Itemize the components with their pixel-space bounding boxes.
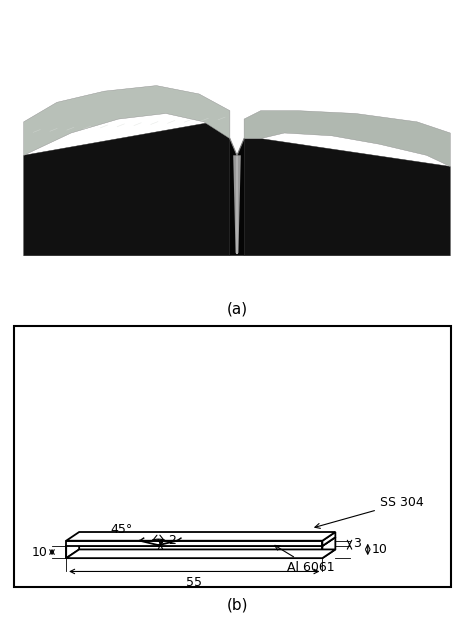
Text: 45°: 45° <box>111 523 133 536</box>
Polygon shape <box>66 546 322 558</box>
Text: 10: 10 <box>32 545 48 559</box>
Text: 3: 3 <box>354 537 362 550</box>
Polygon shape <box>322 532 335 546</box>
Polygon shape <box>66 532 335 541</box>
Polygon shape <box>230 139 244 256</box>
Polygon shape <box>66 537 335 546</box>
Polygon shape <box>244 111 450 167</box>
Polygon shape <box>66 550 335 558</box>
Polygon shape <box>233 155 241 253</box>
Text: (b): (b) <box>226 598 248 613</box>
Text: 2: 2 <box>169 534 176 547</box>
Polygon shape <box>244 139 450 256</box>
Text: Al 6061: Al 6061 <box>275 545 335 574</box>
Polygon shape <box>66 541 322 546</box>
Text: SS 304: SS 304 <box>315 496 424 528</box>
Polygon shape <box>24 122 230 256</box>
Polygon shape <box>24 86 230 155</box>
Polygon shape <box>66 537 79 558</box>
Polygon shape <box>322 537 335 558</box>
Text: (a): (a) <box>227 301 247 316</box>
Text: 55: 55 <box>186 576 202 590</box>
Text: 10: 10 <box>372 543 388 556</box>
